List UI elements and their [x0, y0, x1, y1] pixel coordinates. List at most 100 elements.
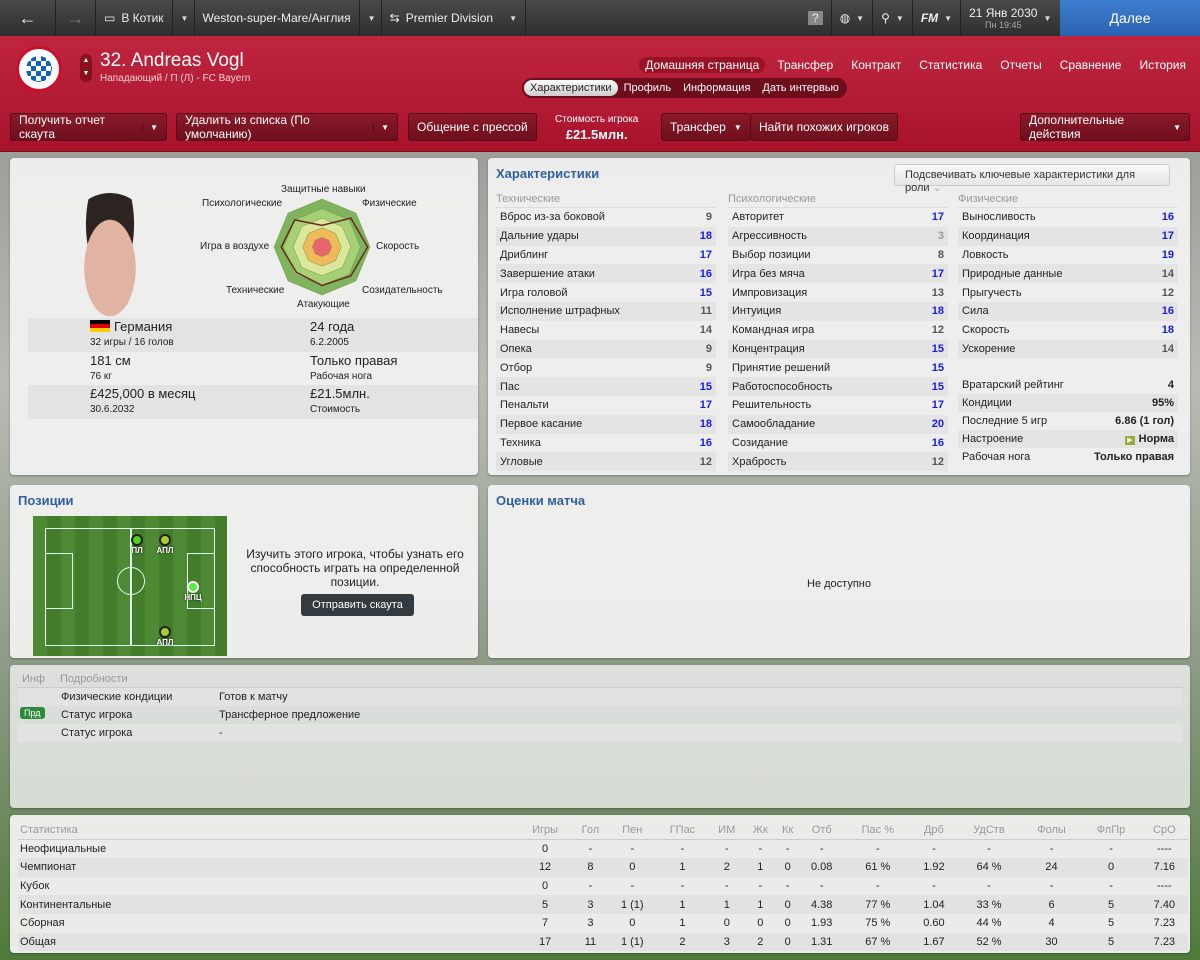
attribute-name: Командная игра — [732, 324, 815, 337]
tab-profile[interactable]: Профиль — [623, 82, 672, 94]
stats-header[interactable]: УдСтв — [956, 821, 1022, 841]
nav-stats[interactable]: Статистика — [919, 58, 983, 72]
nav-reports[interactable]: Отчеты — [1000, 58, 1042, 72]
attribute-row[interactable]: Координация 17 — [958, 226, 1178, 246]
inbox-button[interactable]: ▭ В Котик — [96, 0, 173, 36]
world-button[interactable]: ◍ ▼ — [832, 0, 874, 36]
attribute-row[interactable]: Командная игра 12 — [728, 321, 948, 340]
transfer-button[interactable]: Трансфер ▼ — [661, 113, 751, 141]
back-button[interactable]: ← — [0, 0, 56, 36]
attribute-row[interactable]: Решительность 17 — [728, 396, 948, 415]
attribute-row[interactable]: Выносливость 16 — [958, 208, 1178, 227]
attribute-row[interactable]: Созидание 16 — [728, 434, 948, 453]
remove-from-list-button[interactable]: Удалить из списка (По умолчанию) ▼ — [176, 113, 398, 141]
attribute-row[interactable]: Самообладание 20 — [728, 414, 948, 434]
attribute-row[interactable]: Природные данные 14 — [958, 264, 1178, 284]
nav-contract[interactable]: Контракт — [851, 58, 902, 72]
attribute-row[interactable]: Агрессивность 3 — [728, 226, 948, 246]
attribute-row[interactable]: Выбор позиции 8 — [728, 246, 948, 265]
date-button[interactable]: 21 Янв 2030 Пн 19:45 ▼ — [969, 6, 1052, 30]
attribute-row[interactable]: Исполнение штрафных 11 — [496, 301, 716, 321]
attribute-row[interactable]: Отбор 9 — [496, 358, 716, 377]
stats-header[interactable]: ФлПр — [1081, 821, 1141, 841]
attribute-row[interactable]: Техника 16 — [496, 434, 716, 453]
attribute-row[interactable]: Кондиции 95% — [958, 394, 1178, 413]
attribute-row[interactable]: Игра головой 15 — [496, 283, 716, 302]
stats-header[interactable]: Пас % — [844, 821, 912, 841]
attribute-row[interactable]: Прыгучесть 12 — [958, 283, 1178, 302]
attribute-row[interactable]: Настроение ▶ Норма — [958, 430, 1178, 449]
find-similar-button[interactable]: Найти похожих игроков — [750, 113, 898, 141]
stats-header[interactable]: Пен — [608, 821, 656, 841]
attribute-row[interactable]: Авторитет 17 — [728, 208, 948, 227]
stats-header[interactable]: Жк — [744, 821, 776, 841]
stats-header[interactable]: Игры — [518, 821, 573, 841]
attribute-row[interactable]: Вратарский рейтинг 4 — [958, 376, 1178, 394]
forward-button[interactable]: → — [56, 0, 96, 36]
stats-header[interactable]: Статистика — [18, 821, 518, 841]
attribute-value: 6.86 (1 гол) — [1115, 415, 1174, 428]
chevron-down-icon[interactable]: ▼ — [373, 122, 389, 132]
attribute-row[interactable]: Угловые 12 — [496, 452, 716, 472]
attribute-row[interactable]: Ускорение 14 — [958, 339, 1178, 359]
attribute-row[interactable]: Ловкость 19 — [958, 246, 1178, 265]
attribute-row[interactable]: Концентрация 15 — [728, 339, 948, 359]
search-button[interactable]: ⚲ ▼ — [873, 0, 913, 36]
location-dropdown[interactable]: ▼ — [360, 0, 382, 36]
tab-attributes[interactable]: Характеристики — [524, 80, 618, 96]
more-actions-button[interactable]: Дополнительные действия ▼ — [1020, 113, 1190, 141]
player-switcher[interactable]: ▲ ▼ — [80, 54, 92, 82]
attribute-row[interactable]: Рабочая нога Только правая — [958, 448, 1178, 466]
stats-cell: 1.31 — [810, 935, 833, 948]
stats-header[interactable]: ИМ — [709, 821, 745, 841]
league-button[interactable]: ⇆ Premier Division ▼ — [382, 0, 526, 36]
role-highlight-select[interactable]: Подсвечивать ключевые характеристики для… — [894, 164, 1170, 194]
stats-header[interactable]: Отб — [799, 821, 845, 841]
stats-header[interactable]: СрО — [1140, 821, 1188, 841]
attribute-row[interactable]: Скорость 18 — [958, 321, 1178, 340]
chevron-down-icon[interactable]: ▼ — [142, 122, 158, 132]
scout-report-button[interactable]: Получить отчет скаута ▼ — [10, 113, 167, 141]
contract-end: 30.6.2032 — [90, 404, 135, 415]
stats-header[interactable]: Фолы — [1021, 821, 1082, 841]
next-button[interactable]: Далее — [1060, 0, 1200, 36]
attribute-row[interactable]: Вброс из-за боковой 9 — [496, 208, 716, 227]
send-scout-button[interactable]: Отправить скаута — [301, 594, 414, 616]
stats-header[interactable]: Гол — [572, 821, 609, 841]
attribute-row[interactable]: Завершение атаки 16 — [496, 264, 716, 284]
attribute-row[interactable]: Импровизация 13 — [728, 283, 948, 302]
attribute-row[interactable]: Первое касание 18 — [496, 414, 716, 434]
attribute-row[interactable]: Храбрость 12 — [728, 452, 948, 472]
inbox-dropdown[interactable]: ▼ — [173, 0, 195, 36]
attribute-value: 14 — [1161, 267, 1174, 280]
fm-menu-button[interactable]: FM ▼ — [913, 0, 962, 36]
attribute-row[interactable]: Навесы 14 — [496, 321, 716, 340]
attribute-row[interactable]: Работоспособность 15 — [728, 377, 948, 396]
nav-home[interactable]: Домашняя страница — [639, 57, 766, 73]
nav-transfer[interactable]: Трансфер — [777, 58, 834, 72]
stats-header[interactable]: Кк — [775, 821, 800, 841]
stats-cell: - — [1049, 843, 1054, 856]
attribute-row[interactable]: Интуиция 18 — [728, 301, 948, 321]
nav-history[interactable]: История — [1139, 58, 1186, 72]
attribute-row[interactable]: Последние 5 игр 6.86 (1 гол) — [958, 412, 1178, 430]
attribute-row[interactable]: Дальние удары 18 — [496, 226, 716, 246]
attribute-row[interactable]: Принятие решений 15 — [728, 358, 948, 377]
attribute-row[interactable]: Дриблинг 17 — [496, 246, 716, 265]
stats-header[interactable]: ГПас — [655, 821, 710, 841]
stats-header[interactable]: Дрб — [911, 821, 957, 841]
position-label: АПЛ — [156, 638, 174, 647]
height: 181 см — [90, 353, 131, 368]
press-button[interactable]: Общение с прессой — [408, 113, 537, 141]
attribute-row[interactable]: Пас 15 — [496, 377, 716, 396]
attribute-row[interactable]: Пенальти 17 — [496, 396, 716, 415]
attribute-row[interactable]: Опека 9 — [496, 339, 716, 359]
tab-information[interactable]: Информация — [683, 82, 751, 94]
info-column-header: Инф — [22, 673, 46, 685]
location-button[interactable]: Weston-super-Mare/Англия — [195, 0, 360, 36]
help-button[interactable]: ? — [800, 0, 832, 36]
tab-interview[interactable]: Дать интервью — [762, 82, 839, 94]
attribute-row[interactable]: Сила 16 — [958, 301, 1178, 321]
nav-compare[interactable]: Сравнение — [1059, 58, 1122, 72]
attribute-row[interactable]: Игра без мяча 17 — [728, 264, 948, 284]
